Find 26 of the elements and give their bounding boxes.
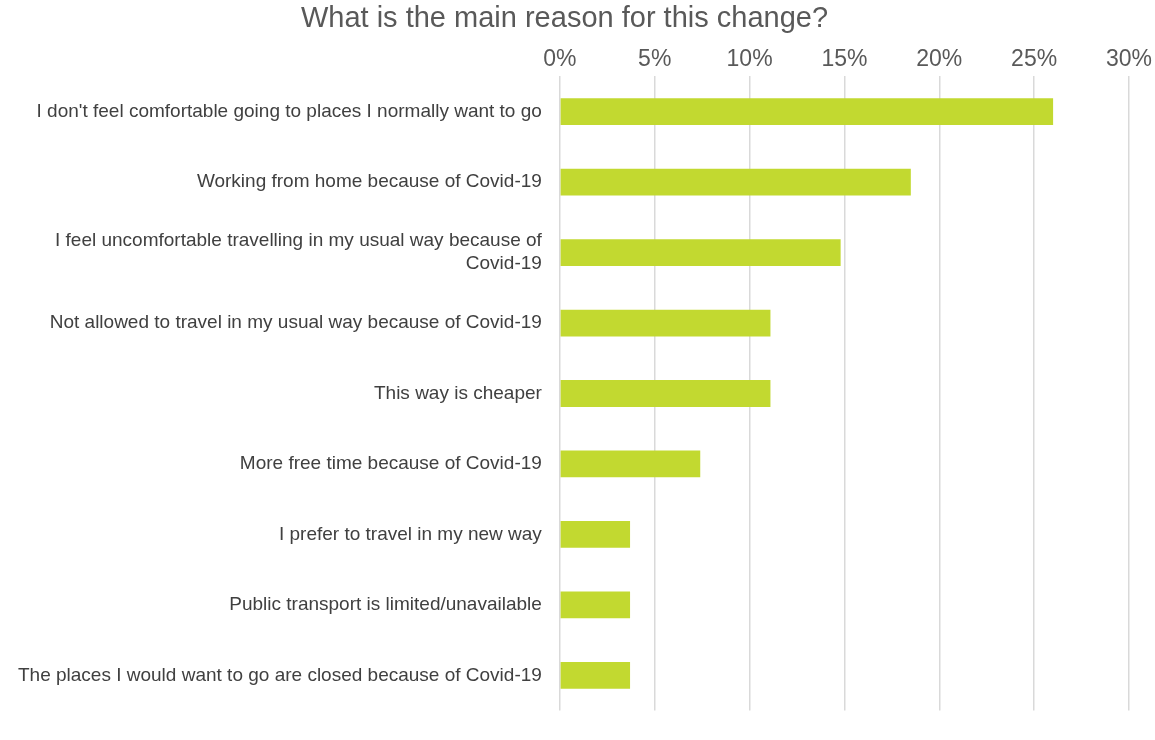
bar	[560, 591, 631, 619]
x-tick-label: 0%	[543, 44, 577, 71]
x-tick-label: 25%	[1011, 44, 1058, 71]
y-tick-label: I feel uncomfortable travelling in my usual way because of Covid-19	[54, 229, 543, 274]
y-tick-label: This way is cheaper	[373, 381, 543, 403]
bar	[560, 239, 841, 266]
chart-title: What is the main reason for this change?	[300, 1, 829, 34]
bar	[560, 98, 1054, 126]
y-tick-label: Public transport is limited/unavailable	[229, 593, 542, 615]
bar	[560, 450, 701, 478]
x-tick-label: 5%	[638, 44, 672, 71]
y-tick-label: I prefer to travel in my new way	[278, 522, 543, 544]
y-tick-label: I don't feel comfortable going to places I normally want to go	[36, 99, 542, 121]
x-tick-label: 20%	[916, 44, 963, 71]
x-tick-label: 10%	[726, 44, 773, 71]
y-tick-label: More free time because of Covid-19	[239, 452, 542, 474]
y-tick-label: The places I would want to go are closed because of Covid-19	[17, 663, 542, 685]
y-tick-label: Working from home because of Covid-19	[196, 170, 542, 192]
bar	[560, 521, 631, 548]
bar	[560, 661, 631, 689]
bar	[560, 380, 771, 407]
bar	[560, 309, 771, 337]
x-tick-label: 30%	[1105, 44, 1153, 71]
x-tick-label: 15%	[821, 44, 868, 71]
y-tick-label: Not allowed to travel in my usual way because of Covid-19	[49, 311, 542, 333]
bar	[560, 168, 911, 196]
